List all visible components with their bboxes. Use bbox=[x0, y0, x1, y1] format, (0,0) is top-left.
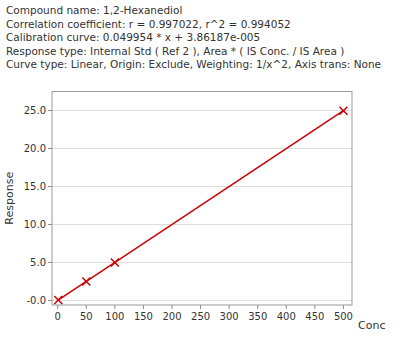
tick-mark bbox=[48, 148, 52, 149]
y-axis-label: Response bbox=[3, 172, 16, 225]
tick-label: 200 bbox=[162, 311, 181, 322]
grid-line bbox=[52, 224, 352, 225]
grid-line bbox=[52, 110, 352, 111]
marker-stroke bbox=[54, 296, 62, 304]
chart: Compound name: 1,2-Hexanediol Correlation… bbox=[0, 0, 408, 345]
tick-mark bbox=[172, 305, 173, 309]
grid-line bbox=[52, 148, 352, 149]
grid-line bbox=[52, 300, 352, 301]
tick-mark bbox=[314, 305, 315, 309]
tick-label: 0 bbox=[55, 311, 61, 322]
tick-label: -0.0 bbox=[26, 295, 46, 306]
tick-label: 450 bbox=[305, 311, 324, 322]
grid-line bbox=[52, 186, 352, 187]
tick-mark bbox=[114, 305, 115, 309]
tick-mark bbox=[86, 305, 87, 309]
annotation: Compound name: 1,2-Hexanediol bbox=[6, 4, 182, 16]
marker-stroke bbox=[82, 277, 90, 285]
tick-label: 25.0 bbox=[24, 105, 46, 116]
tick-label: 50 bbox=[80, 311, 93, 322]
marker-stroke bbox=[54, 296, 62, 304]
tick-label: 5.0 bbox=[30, 257, 46, 268]
tick-mark bbox=[48, 262, 52, 263]
tick-mark bbox=[286, 305, 287, 309]
marker-stroke bbox=[111, 258, 119, 266]
annotation: Curve type: Linear, Origin: Exclude, Wei… bbox=[6, 58, 381, 70]
tick-mark bbox=[343, 305, 344, 309]
annotation: Calibration curve: 0.049954 * x + 3.8618… bbox=[6, 31, 260, 43]
tick-mark bbox=[229, 305, 230, 309]
marker-stroke bbox=[339, 107, 347, 115]
tick-label: 400 bbox=[277, 311, 296, 322]
annotation: Correlation coefficient: r = 0.997022, r… bbox=[6, 18, 291, 30]
tick-label: 15.0 bbox=[24, 181, 46, 192]
tick-label: 350 bbox=[248, 311, 267, 322]
grid-line bbox=[52, 262, 352, 263]
tick-label: 500 bbox=[334, 311, 353, 322]
tick-mark bbox=[57, 305, 58, 309]
plot-frame bbox=[52, 92, 352, 306]
tick-label: 250 bbox=[191, 311, 210, 322]
tick-mark bbox=[48, 110, 52, 111]
x-axis-label: Conc bbox=[358, 319, 385, 332]
tick-mark bbox=[257, 305, 258, 309]
data-point bbox=[54, 296, 62, 304]
tick-mark bbox=[48, 186, 52, 187]
calibration-line bbox=[58, 111, 344, 301]
tick-label: 10.0 bbox=[24, 219, 46, 230]
data-point bbox=[82, 277, 90, 285]
data-point bbox=[339, 107, 347, 115]
marker-stroke bbox=[111, 258, 119, 266]
tick-label: 100 bbox=[105, 311, 124, 322]
marker-stroke bbox=[339, 107, 347, 115]
tick-mark bbox=[200, 305, 201, 309]
annotation: Response type: Internal Std ( Ref 2 ), A… bbox=[6, 45, 344, 57]
data-point bbox=[111, 258, 119, 266]
plot-data bbox=[54, 107, 347, 304]
tick-label: 150 bbox=[134, 311, 153, 322]
tick-mark bbox=[48, 300, 52, 301]
tick-label: 300 bbox=[220, 311, 239, 322]
marker-stroke bbox=[82, 277, 90, 285]
tick-label: 20.0 bbox=[24, 143, 46, 154]
tick-mark bbox=[48, 224, 52, 225]
tick-mark bbox=[143, 305, 144, 309]
